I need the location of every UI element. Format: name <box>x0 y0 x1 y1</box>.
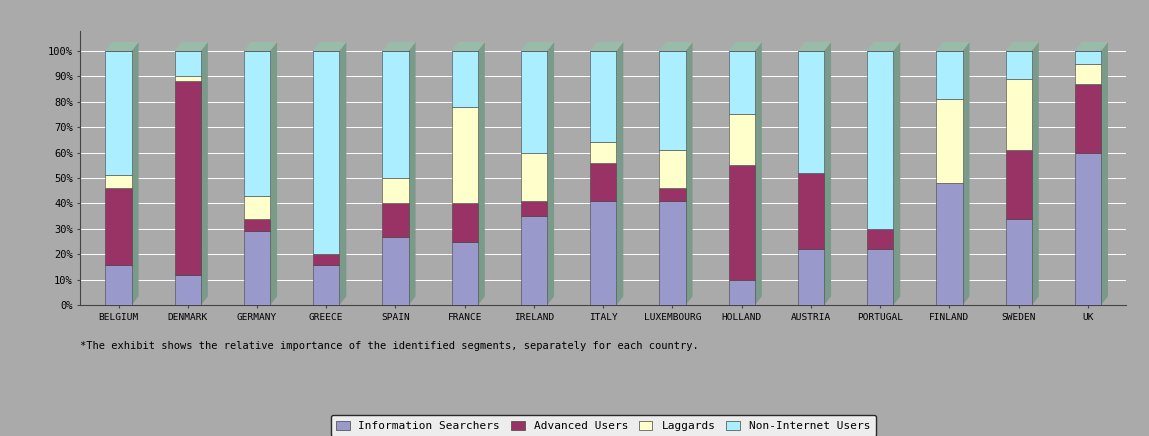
Polygon shape <box>201 42 208 305</box>
Bar <box>728 115 755 165</box>
Polygon shape <box>616 42 623 305</box>
Polygon shape <box>339 42 346 305</box>
Polygon shape <box>106 42 139 51</box>
Bar <box>728 280 755 305</box>
Bar <box>106 176 132 188</box>
Bar <box>1005 150 1032 219</box>
Polygon shape <box>660 42 693 51</box>
Bar <box>520 216 547 305</box>
Polygon shape <box>244 42 277 51</box>
Bar <box>867 51 894 229</box>
Bar <box>313 265 339 305</box>
Polygon shape <box>1032 42 1039 305</box>
Bar <box>244 51 270 196</box>
Bar <box>591 163 616 201</box>
Bar <box>797 51 824 173</box>
Polygon shape <box>936 42 970 51</box>
Bar <box>867 249 894 305</box>
Bar <box>244 219 270 232</box>
Bar <box>728 165 755 280</box>
Bar <box>797 249 824 305</box>
Polygon shape <box>520 42 554 51</box>
Polygon shape <box>755 42 762 305</box>
Bar <box>591 143 616 163</box>
Polygon shape <box>547 42 554 305</box>
Polygon shape <box>270 42 277 305</box>
Bar <box>1005 219 1032 305</box>
Polygon shape <box>132 42 139 305</box>
Polygon shape <box>1005 42 1039 51</box>
Polygon shape <box>797 42 831 51</box>
Bar <box>660 51 686 150</box>
Bar <box>452 242 478 305</box>
Polygon shape <box>894 42 901 305</box>
Polygon shape <box>728 42 762 51</box>
Polygon shape <box>1074 42 1108 51</box>
Bar <box>520 51 547 153</box>
Bar <box>313 51 339 254</box>
Polygon shape <box>867 42 901 51</box>
Polygon shape <box>383 42 416 51</box>
Polygon shape <box>1101 42 1108 305</box>
Bar <box>175 82 201 275</box>
Bar <box>452 51 478 107</box>
Bar <box>797 173 824 249</box>
Bar <box>383 236 409 305</box>
Bar <box>313 254 339 265</box>
Polygon shape <box>409 42 416 305</box>
Bar <box>936 51 963 99</box>
Bar <box>591 201 616 305</box>
Bar <box>106 265 132 305</box>
Bar <box>936 99 963 183</box>
Bar <box>1005 51 1032 79</box>
Legend: Information Searchers, Advanced Users, Laggards, Non-Internet Users: Information Searchers, Advanced Users, L… <box>331 415 876 436</box>
Bar <box>520 201 547 216</box>
Bar <box>244 196 270 219</box>
Bar <box>660 188 686 201</box>
Polygon shape <box>591 42 623 51</box>
Bar <box>244 232 270 305</box>
Bar <box>452 107 478 204</box>
Polygon shape <box>313 42 346 51</box>
Text: *The exhibit shows the relative importance of the identified segments, separatel: *The exhibit shows the relative importan… <box>80 341 700 351</box>
Bar <box>175 51 201 76</box>
Bar <box>452 204 478 242</box>
Polygon shape <box>175 42 208 51</box>
Bar <box>936 183 963 305</box>
Bar <box>1074 51 1101 64</box>
Bar <box>1074 153 1101 305</box>
Bar <box>175 76 201 82</box>
Bar <box>383 204 409 236</box>
Bar <box>383 178 409 204</box>
Polygon shape <box>824 42 831 305</box>
Bar <box>867 229 894 249</box>
Polygon shape <box>478 42 485 305</box>
Bar <box>1074 84 1101 153</box>
Bar <box>660 201 686 305</box>
Bar <box>520 153 547 201</box>
Bar <box>1074 64 1101 84</box>
Bar <box>1005 79 1032 150</box>
Bar <box>106 51 132 176</box>
Bar <box>175 275 201 305</box>
Polygon shape <box>452 42 485 51</box>
Bar <box>106 188 132 265</box>
Bar <box>660 150 686 188</box>
Polygon shape <box>686 42 693 305</box>
Bar <box>383 51 409 178</box>
Bar <box>591 51 616 143</box>
Bar <box>728 51 755 115</box>
Polygon shape <box>963 42 970 305</box>
